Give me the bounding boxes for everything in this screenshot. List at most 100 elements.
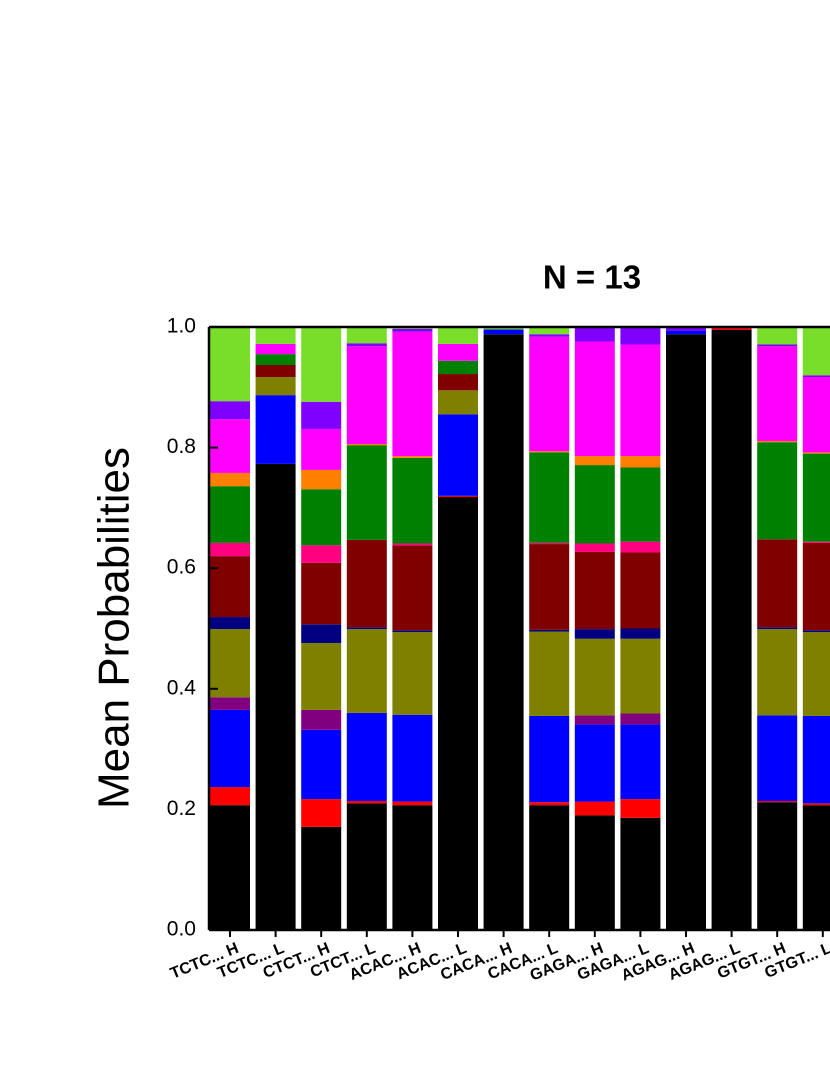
bar-segment (620, 552, 661, 629)
bar-segment (438, 343, 478, 361)
bar-segment (757, 442, 798, 540)
bar-segment (802, 630, 830, 633)
bar-segment (210, 401, 250, 420)
bar-segment (346, 629, 387, 713)
bar-segment (574, 327, 615, 342)
bar-segment (210, 472, 250, 487)
bar-segment (438, 374, 478, 391)
bar-segment (529, 805, 570, 930)
bar-segment (620, 724, 661, 800)
bar-segment (666, 334, 706, 931)
bar-segment (757, 539, 798, 628)
bar-segment (620, 541, 661, 553)
bar-segment (574, 629, 615, 639)
bar-segment (346, 803, 387, 930)
bar-segment (757, 629, 798, 716)
bar-segment (438, 390, 478, 415)
bar-segment (301, 327, 342, 402)
bar-segment (757, 440, 798, 443)
bar-segment (301, 469, 342, 490)
bar-segment (210, 419, 250, 473)
bar-segment (483, 329, 524, 335)
bar-segment (802, 452, 830, 454)
bar-segment (757, 715, 798, 801)
bar-segment (711, 330, 752, 930)
bar-segment (301, 545, 342, 563)
bar-segment (346, 800, 387, 804)
bar-segment (529, 334, 570, 337)
bar-segment (301, 624, 342, 643)
bar-segment (666, 327, 706, 331)
bar-segment (802, 541, 830, 543)
bar-segment (346, 343, 387, 347)
bar-segment (255, 395, 296, 464)
bar-segment (529, 451, 570, 453)
bar-segment (255, 364, 296, 378)
bar-segment (802, 327, 830, 376)
y-tick-label: 0.0 (167, 918, 196, 941)
bar-segment (346, 443, 387, 446)
bar-segment (346, 539, 387, 628)
bar-segment (574, 456, 615, 466)
bar-segment (301, 799, 342, 827)
bar-segment (301, 562, 342, 625)
bar-segment (529, 802, 570, 806)
bar-segment (301, 826, 342, 930)
y-tick-label: 1.0 (167, 315, 196, 338)
bar-segment (620, 344, 661, 457)
bar-segment (438, 497, 478, 930)
bar-segment (574, 341, 615, 457)
bar-segment (529, 542, 570, 545)
bar-segment (392, 714, 433, 802)
bar-segment (346, 627, 387, 630)
y-tick-label: 0.6 (167, 556, 196, 579)
bar-segment (255, 463, 296, 930)
bar-segment (438, 414, 478, 496)
bar-segment (301, 489, 342, 546)
bar-segment (210, 556, 250, 618)
bar-segment (392, 456, 433, 458)
bar-segment (210, 697, 250, 710)
bar-segment (346, 346, 387, 444)
bar-segment (529, 327, 570, 335)
bar-segment (620, 456, 661, 468)
bar-segment (392, 328, 433, 332)
bar-segment (620, 467, 661, 542)
bar-segment (483, 334, 524, 931)
bar-segment (210, 629, 250, 698)
bar-segment (757, 802, 798, 930)
bar-segment (620, 628, 661, 639)
bar-segment (802, 375, 830, 378)
y-tick-label: 0.8 (167, 435, 196, 458)
bar-segment (392, 801, 433, 806)
bar-segment (301, 642, 342, 710)
bar-segment (255, 343, 296, 355)
bar-segment (392, 805, 433, 930)
bar-segment (757, 800, 798, 803)
bar-segment (574, 465, 615, 544)
bar-segment (346, 445, 387, 540)
bar-segment (346, 712, 387, 801)
bar-segment (301, 709, 342, 730)
bar-segment (438, 495, 478, 498)
bar-segment (346, 327, 387, 344)
bar-segment (210, 787, 250, 806)
bar-segment (574, 543, 615, 552)
bar-segment (574, 815, 615, 930)
bar-segment (620, 327, 661, 345)
bar-segment (392, 630, 433, 633)
bar-segment (802, 805, 830, 930)
bar-segment (802, 377, 830, 453)
bar-segment (529, 544, 570, 630)
bar-segment (620, 817, 661, 930)
bar-segment (757, 627, 798, 630)
bar-segment (255, 377, 296, 396)
bar-segment (574, 801, 615, 816)
bar-segment (711, 328, 752, 331)
y-tick-label: 0.4 (167, 676, 197, 699)
bar-segment (802, 715, 830, 804)
bar-segment (802, 632, 830, 716)
bar-segment (392, 545, 433, 631)
bar-segment (210, 542, 250, 557)
